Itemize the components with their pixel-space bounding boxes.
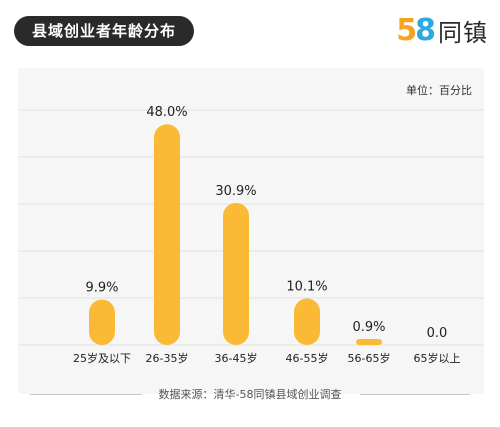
category-label: 36-45岁 <box>215 351 258 365</box>
footer: 数据来源：清华-58同镇县域创业调查 <box>0 384 500 404</box>
logo-digit-5: 5 <box>396 12 417 48</box>
value-label: 30.9% <box>215 184 256 199</box>
bar-26-35岁 <box>154 124 180 345</box>
chart-title: 县域创业者年龄分布 <box>14 16 194 46</box>
footer-divider-left <box>30 394 142 395</box>
logo-text: 同镇 <box>438 18 488 47</box>
bar-56-65岁 <box>356 339 382 345</box>
category-label: 26-35岁 <box>146 351 189 365</box>
value-label: 48.0% <box>146 105 187 120</box>
value-label: 0.0 <box>427 326 448 341</box>
value-label: 0.9% <box>352 320 385 335</box>
category-label: 56-65岁 <box>348 351 391 365</box>
unit-label: 单位：百分比 <box>406 84 472 97</box>
bar-36-45岁 <box>223 202 249 345</box>
value-label: 9.9% <box>85 280 118 295</box>
category-label: 46-55岁 <box>286 351 329 365</box>
bar-46-55岁 <box>294 298 320 345</box>
header: 县域创业者年龄分布 5 8 同镇 <box>0 0 500 56</box>
footer-divider-right <box>360 394 470 395</box>
value-label: 10.1% <box>286 280 327 295</box>
category-label: 65岁以上 <box>414 351 461 365</box>
category-label: 25岁及以下 <box>73 351 131 365</box>
bar-25岁及以下 <box>89 299 115 345</box>
logo-58-tongzhen: 5 8 同镇 <box>396 12 488 48</box>
data-source-note: 数据来源：清华-58同镇县域创业调查 <box>158 388 342 401</box>
logo-digit-8: 8 <box>415 12 436 48</box>
